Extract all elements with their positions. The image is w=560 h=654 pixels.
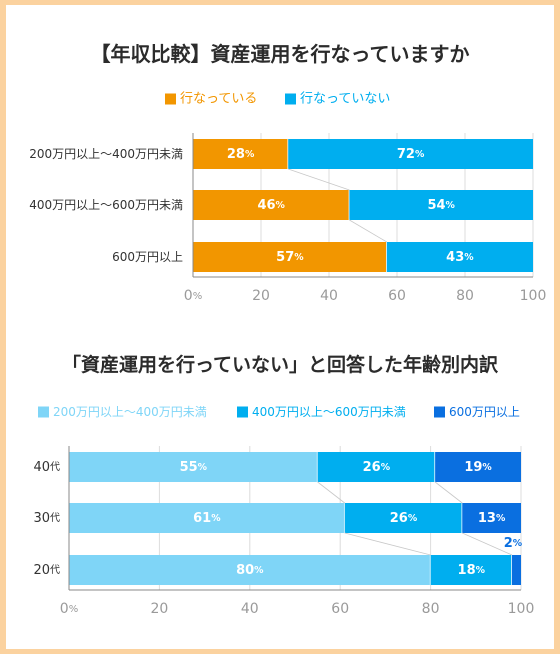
data-label: 46% — [257, 198, 285, 213]
chart-1: 行なっている 行なっていない 0% 20 40 60 80 100 28% 72% 200万円以上〜… — [29, 92, 546, 305]
x-tick-label: 60 — [388, 288, 406, 304]
chart-2: 200万円以上〜400万円未満 400万円以上〜600万円未満 600万円以上 0% 2… — [33, 405, 534, 617]
data-label: 54% — [427, 198, 455, 213]
x-tick-label: 20 — [150, 601, 168, 617]
x-tick-label: 100 — [508, 601, 535, 617]
bar-2-3 — [386, 242, 533, 272]
legend-swatch-1 — [38, 406, 49, 418]
bar-3-3 — [511, 555, 521, 585]
legend-label-2: 行なっていない — [300, 92, 390, 107]
data-label: 19% — [464, 460, 492, 475]
chart-panel: 【年収比較】資産運用を行なっていますか 「資産運用を行っていない」と回答した年齢… — [6, 5, 554, 649]
x-tick-label: 20 — [252, 288, 270, 304]
bar-3-1 — [435, 452, 521, 482]
data-label: 61% — [193, 511, 221, 526]
category-label: 30代 — [33, 511, 60, 526]
legend-swatch-1 — [165, 93, 176, 105]
legend-swatch-3 — [434, 406, 445, 418]
bar-1-2 — [193, 190, 350, 220]
bar-2-2 — [349, 190, 533, 220]
connector-line — [462, 532, 513, 556]
bar-1-1 — [69, 452, 318, 482]
legend-label-1: 200万円以上〜400万円未満 — [53, 405, 207, 419]
x-tick-label: 40 — [241, 601, 259, 617]
x-tick-label: 80 — [422, 601, 440, 617]
data-label: 13% — [478, 511, 506, 526]
connector-line — [349, 219, 388, 243]
category-label: 600万円以上 — [112, 250, 183, 264]
data-label: 28% — [227, 147, 255, 162]
category-label: 20代 — [33, 563, 60, 578]
data-label-outside: 2% — [504, 536, 523, 551]
category-label: 40代 — [33, 460, 60, 475]
chart-2-title: 「資産運用を行っていない」と回答した年齢別内訳 — [61, 354, 499, 376]
x-tick-label: 100 — [520, 288, 547, 304]
data-label: 57% — [276, 250, 304, 265]
data-label: 80% — [236, 563, 264, 578]
bar-2-3 — [430, 555, 512, 585]
legend-label-2: 400万円以上〜600万円未満 — [252, 405, 406, 419]
data-label: 18% — [458, 563, 486, 578]
x-tick-label: 60 — [331, 601, 349, 617]
bar-2-1 — [288, 139, 533, 169]
bar-1-1 — [193, 139, 289, 169]
bar-2-1 — [317, 452, 436, 482]
category-label: 400万円以上〜600万円未満 — [29, 198, 183, 212]
x-tick-label: 0% — [60, 601, 78, 617]
connector-line — [317, 481, 345, 504]
category-label: 200万円以上〜400万円未満 — [29, 147, 183, 161]
bar-1-2 — [69, 503, 345, 533]
x-tick-label: 0% — [184, 288, 202, 304]
bar-1-3 — [193, 242, 387, 272]
data-label: 43% — [446, 250, 474, 265]
connector-line — [288, 168, 350, 191]
x-tick-label: 40 — [320, 288, 338, 304]
legend-label-3: 600万円以上 — [449, 405, 520, 419]
bar-2-2 — [344, 503, 463, 533]
legend-label-1: 行なっている — [180, 92, 257, 107]
data-label: 55% — [180, 460, 208, 475]
x-tick-label: 80 — [456, 288, 474, 304]
data-label: 72% — [397, 147, 425, 162]
bar-3-2 — [462, 503, 521, 533]
connector-line — [434, 481, 463, 504]
data-label: 26% — [390, 511, 418, 526]
connector-line — [344, 532, 431, 556]
chart-1-title: 【年収比較】資産運用を行なっていますか — [90, 42, 470, 66]
legend-swatch-2 — [237, 406, 248, 418]
legend-swatch-2 — [285, 93, 296, 105]
bar-1-3 — [69, 555, 431, 585]
data-label: 26% — [363, 460, 391, 475]
